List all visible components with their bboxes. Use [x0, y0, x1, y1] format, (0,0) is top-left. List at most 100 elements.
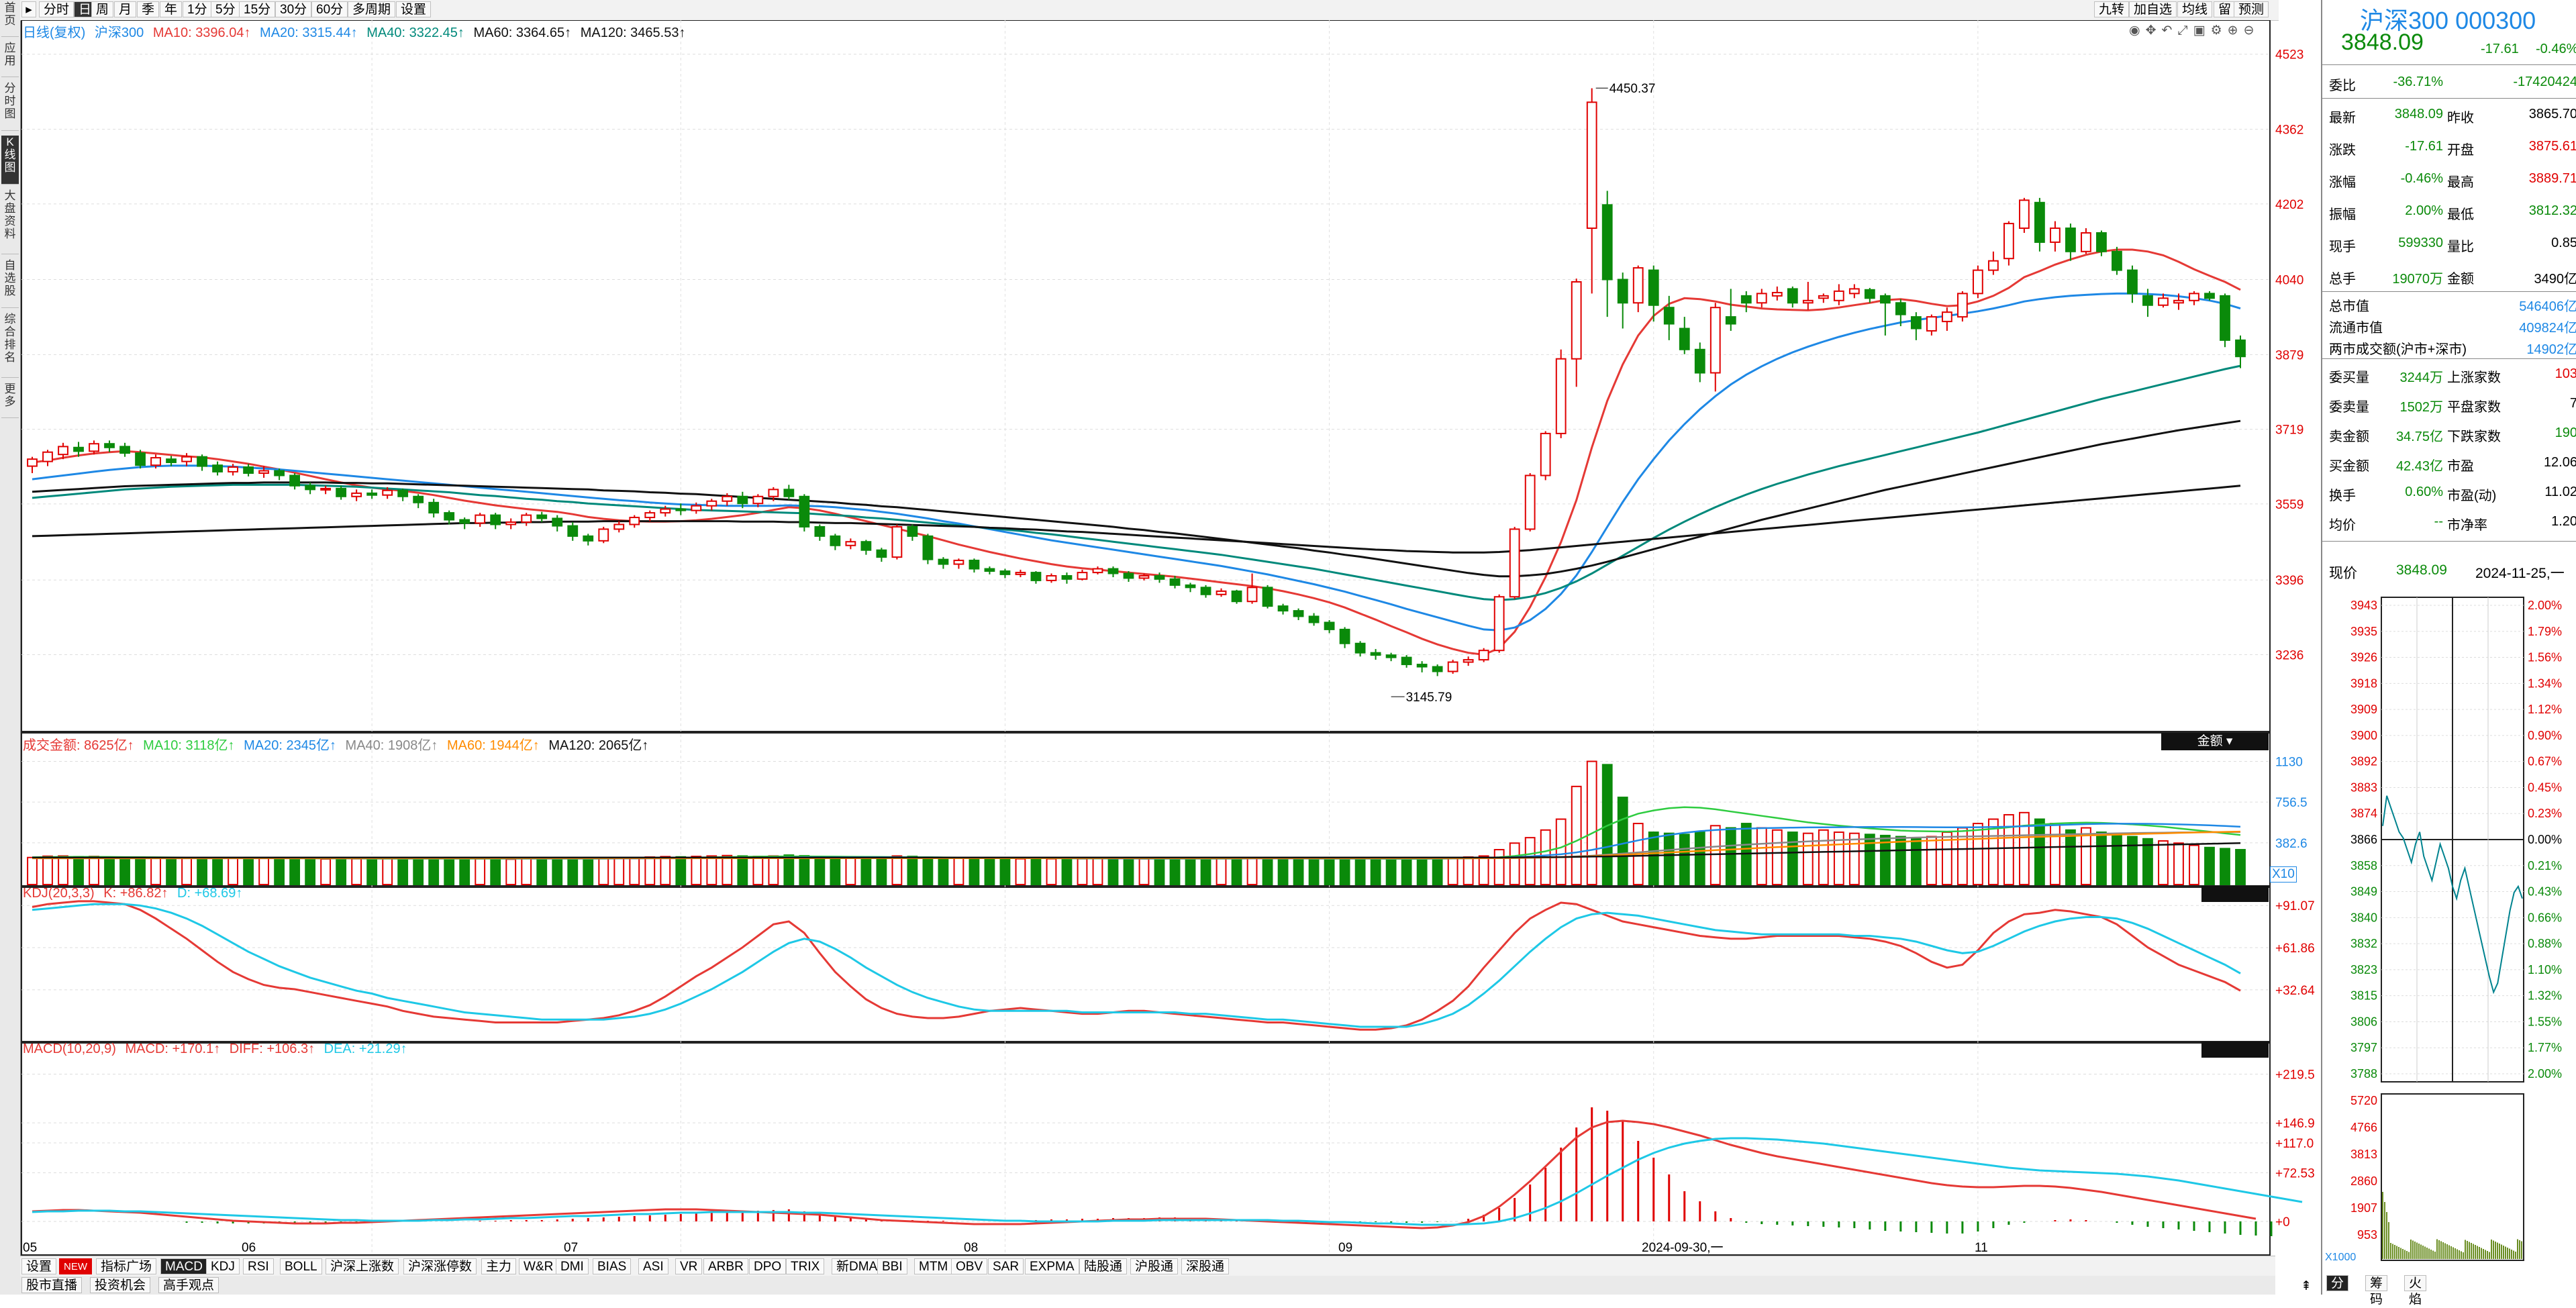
volume-bar	[28, 858, 37, 885]
candle-body	[1232, 591, 1242, 601]
candle	[1973, 266, 1983, 299]
volume-bar	[1726, 828, 1736, 885]
indicator-tab-23[interactable]: EXPMA	[1025, 1258, 1079, 1274]
mini-right-tick: 1.10%	[2528, 963, 2562, 976]
indicator-tab-0[interactable]: 设置	[21, 1258, 56, 1274]
indicator-tab-7[interactable]: 沪深上涨数	[326, 1258, 399, 1274]
candle-body	[105, 444, 114, 448]
candle	[1510, 527, 1520, 599]
indicator-tab-21[interactable]: OBV	[951, 1258, 987, 1274]
volume-bar	[1201, 858, 1211, 885]
status-item-0[interactable]: 股市直播	[21, 1277, 82, 1293]
period-btn-5[interactable]: 年	[160, 1, 182, 17]
indicator-tab-4[interactable]: KDJ	[206, 1258, 240, 1274]
period-btn-9[interactable]: 30分	[275, 1, 311, 17]
volume-bar	[105, 857, 114, 885]
status-item-1[interactable]: 投资机会	[90, 1277, 150, 1293]
volume-bar	[1587, 761, 1597, 885]
indicator-tab-8[interactable]: 沪深涨停数	[403, 1258, 477, 1274]
pin-icon[interactable]: ⇞	[2301, 1278, 2312, 1294]
eye-icon[interactable]: ◉	[2129, 23, 2146, 38]
zoom-in-icon[interactable]: ⊕	[2228, 23, 2244, 38]
right-tool-4[interactable]: 预测	[2234, 1, 2269, 17]
candle	[2236, 336, 2245, 368]
rail-item-2[interactable]: 分时图	[1, 82, 19, 131]
period-btn-0[interactable]: 分时	[39, 1, 74, 17]
candle-body	[2236, 340, 2245, 356]
indicator-tab-24[interactable]: 陆股通	[1079, 1258, 1127, 1274]
indicator-tab-1[interactable]: NEW	[59, 1258, 92, 1274]
move-icon[interactable]: ✥	[2146, 23, 2162, 38]
y-tick-label: 3396	[2275, 574, 2303, 588]
right-tool-2[interactable]: 均线	[2177, 1, 2212, 17]
lock-icon[interactable]: ▣	[2193, 23, 2211, 38]
panel-tab-0[interactable]: 分时	[2326, 1275, 2348, 1291]
indicator-tab-15[interactable]: ARBR	[703, 1258, 748, 1274]
panel-tab-2[interactable]: 火焰	[2404, 1275, 2426, 1291]
zoom-out-icon[interactable]: ⊖	[2244, 23, 2260, 38]
low-marker-label: 3145.79	[1406, 691, 1452, 705]
volume-mode-select[interactable]: 金额 ▾	[2161, 733, 2269, 750]
rail-item-7[interactable]: 更多	[1, 383, 19, 418]
menu-arrow-icon[interactable]: ▸	[21, 1, 36, 17]
right-tool-3[interactable]: 留	[2214, 1, 2236, 17]
mini-left-tick: 3788	[2350, 1067, 2377, 1080]
indicator-tab-5[interactable]: RSI	[243, 1258, 274, 1274]
rail-item-0[interactable]: 首页	[1, 1, 19, 37]
rail-item-3[interactable]: K线图	[1, 136, 19, 185]
indicator-tab-19[interactable]: BBI	[877, 1258, 907, 1274]
indicator-tab-11[interactable]: DMI	[556, 1258, 589, 1274]
candle-body	[939, 560, 948, 564]
indicator-tab-10[interactable]: W&R	[519, 1258, 558, 1274]
indicator-tab-14[interactable]: VR	[675, 1258, 702, 1274]
indicator-tab-25[interactable]: 沪股通	[1130, 1258, 1178, 1274]
right-tool-0[interactable]: 九转	[2094, 1, 2129, 17]
panel-tab-1[interactable]: 筹码	[2365, 1275, 2387, 1291]
kdj-select[interactable]	[2201, 886, 2269, 902]
period-btn-11[interactable]: 多周期	[348, 1, 395, 17]
indicator-tab-9[interactable]: 主力	[481, 1258, 516, 1274]
volume-bar	[1819, 830, 1828, 885]
indicator-tab-20[interactable]: MTM	[914, 1258, 952, 1274]
indicator-tab-18[interactable]: 新DMA	[832, 1258, 882, 1274]
indicator-tab-2[interactable]: 指标广场	[96, 1258, 156, 1274]
indicator-tab-6[interactable]: BOLL	[280, 1258, 322, 1274]
candle-body	[1819, 296, 1828, 298]
indicator-tab-17[interactable]: TRIX	[786, 1258, 824, 1274]
breadth-value2: 12.06	[2544, 455, 2576, 470]
candle	[1248, 573, 1257, 603]
period-btn-3[interactable]: 月	[114, 1, 136, 17]
indicator-tab-16[interactable]: DPO	[749, 1258, 786, 1274]
candle	[1448, 660, 1458, 674]
indicator-tab-13[interactable]: ASI	[638, 1258, 668, 1274]
candle-body	[1526, 475, 1535, 529]
undo-icon[interactable]: ↶	[2162, 23, 2178, 38]
rail-item-5[interactable]: 自选股	[1, 259, 19, 308]
period-btn-4[interactable]: 季	[137, 1, 159, 17]
period-btn-8[interactable]: 15分	[239, 1, 275, 17]
candle	[1834, 284, 1844, 305]
period-btn-6[interactable]: 1分	[183, 1, 212, 17]
rail-item-1[interactable]: 应用	[1, 42, 19, 77]
period-btn-7[interactable]: 5分	[211, 1, 240, 17]
period-btn-12[interactable]: 设置	[396, 1, 431, 17]
period-btn-10[interactable]: 60分	[311, 1, 348, 17]
indicator-tab-3[interactable]: MACD	[160, 1258, 207, 1274]
candle-body	[1016, 572, 1026, 574]
indicator-tab-22[interactable]: SAR	[988, 1258, 1024, 1274]
right-tool-1[interactable]: 加自选	[2129, 1, 2177, 17]
indicator-tab-12[interactable]: BIAS	[593, 1258, 631, 1274]
rail-item-4[interactable]: 大盘资料	[1, 189, 19, 254]
status-item-2[interactable]: 高手观点	[158, 1277, 219, 1293]
mini-right-tick: 1.79%	[2528, 625, 2562, 638]
candle	[1742, 291, 1751, 312]
fullscreen-icon[interactable]: ⤢	[2177, 23, 2193, 38]
volume-bar	[614, 858, 624, 885]
settings-icon[interactable]: ⚙	[2211, 23, 2228, 38]
candle-body	[954, 560, 964, 564]
period-btn-2[interactable]: 周	[91, 1, 113, 17]
rail-item-6[interactable]: 综合排名	[1, 313, 19, 378]
candle-body	[1433, 667, 1442, 672]
indicator-tab-26[interactable]: 深股通	[1181, 1258, 1229, 1274]
macd-select[interactable]	[2201, 1042, 2269, 1058]
